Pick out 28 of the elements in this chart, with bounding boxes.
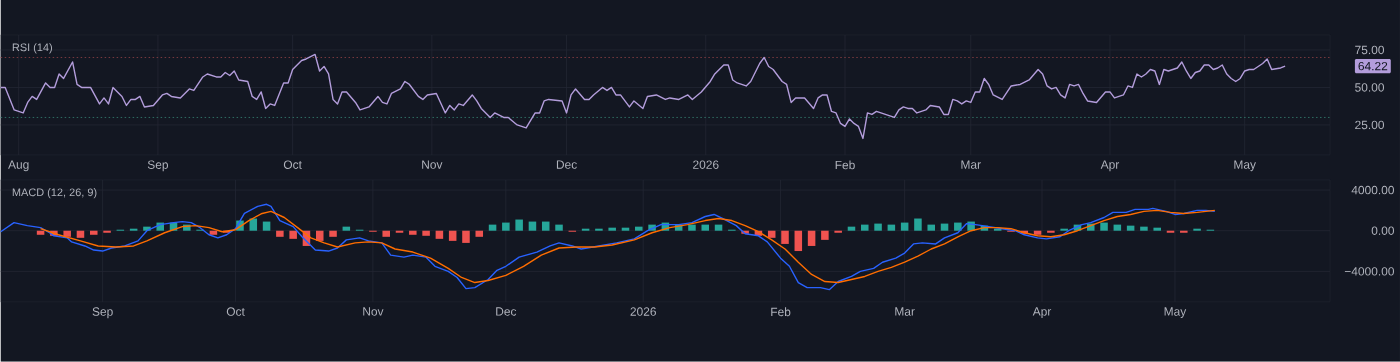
x-tick-label: Apr xyxy=(1032,307,1052,319)
y-tick-label: 75.00 xyxy=(1355,45,1385,55)
x-tick-label: Sep xyxy=(147,160,169,172)
y-tick-label: 0.00 xyxy=(1371,226,1395,236)
text: MACD (12, 26, 9) xyxy=(12,188,97,199)
x-tick-label: Mar xyxy=(961,160,981,169)
x-tick-label: Oct xyxy=(226,307,245,316)
x-tick-label: May xyxy=(1164,307,1187,319)
x-tick-label: Oct xyxy=(283,160,302,169)
x-tick-label: Feb xyxy=(771,307,791,317)
x-tick-label: Dec xyxy=(496,307,517,316)
x-tick-label: Dec xyxy=(556,160,577,169)
y-tick-label: 25.00 xyxy=(1355,120,1385,130)
text: 64.22 xyxy=(1358,62,1388,71)
x-tick-label: Feb xyxy=(835,160,855,170)
x-tick-label: Apr xyxy=(1100,160,1120,172)
x-tick-label: 2026 xyxy=(693,160,719,169)
y-tick-label: 50.00 xyxy=(1355,83,1385,92)
x-tick-label: Sep xyxy=(92,307,113,319)
x-tick-label: Nov xyxy=(363,307,384,316)
x-tick-label: May xyxy=(1234,160,1256,172)
x-tick-label: Aug xyxy=(8,160,29,172)
x-tick-label: Mar xyxy=(895,307,915,316)
text: RSI (14) xyxy=(12,43,52,54)
y-tick-label: 4000.00 xyxy=(1351,185,1395,195)
y-tick-label: −4000.00 xyxy=(1344,267,1395,276)
x-tick-label: 2026 xyxy=(630,307,656,316)
x-tick-label: Nov xyxy=(422,160,443,169)
